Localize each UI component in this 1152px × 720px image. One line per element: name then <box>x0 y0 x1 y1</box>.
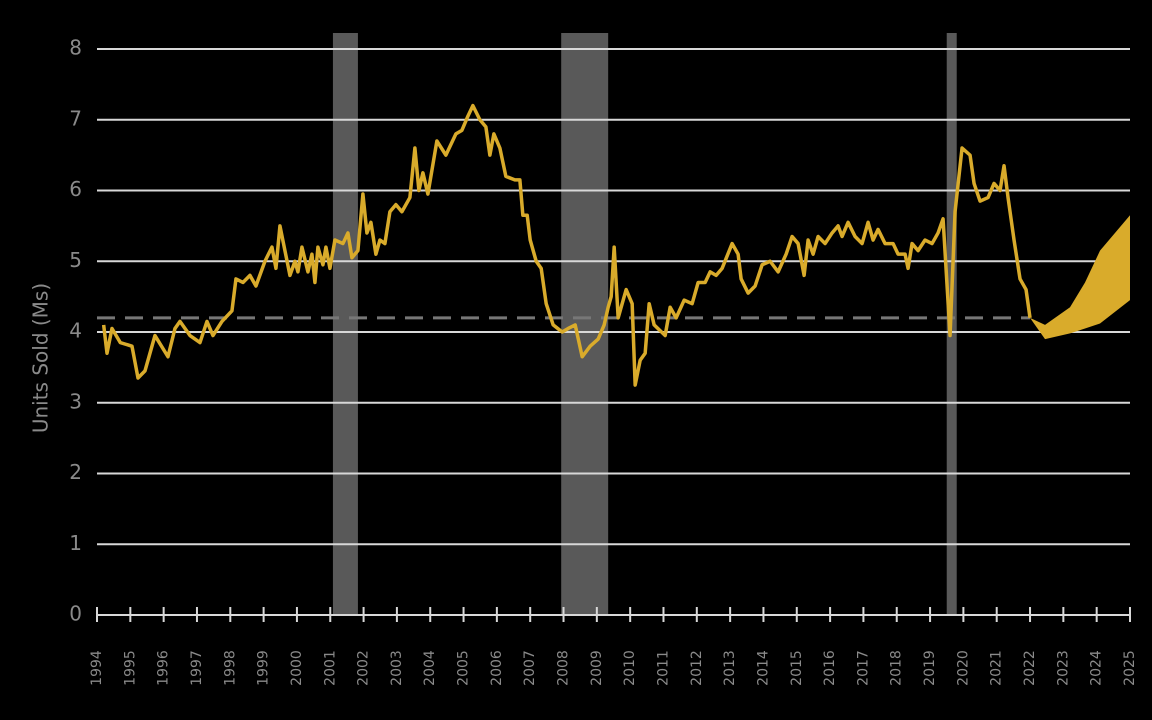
recession-band <box>561 33 609 615</box>
x-tick-label: 2002 <box>356 650 372 686</box>
x-tick-label: 2024 <box>1089 650 1105 686</box>
x-tick-label: 2015 <box>789 650 805 686</box>
x-tick-label: 2013 <box>722 650 738 686</box>
x-tick-label: 1997 <box>189 650 205 686</box>
x-tick-label: 2009 <box>589 650 605 686</box>
x-tick-label: 2017 <box>855 650 871 686</box>
x-tick-label: 2023 <box>1055 650 1071 686</box>
y-tick-label: 7 <box>69 106 82 130</box>
x-tick-label: 2003 <box>389 650 405 686</box>
y-tick-label: 4 <box>69 319 82 343</box>
x-tick-label: 2014 <box>755 650 771 686</box>
x-tick-label: 2020 <box>955 650 971 686</box>
x-tick-label: 2005 <box>456 650 472 686</box>
x-tick-label: 2025 <box>1122 650 1138 686</box>
x-tick-label: 2004 <box>422 650 438 686</box>
x-tick-label: 2001 <box>322 650 338 686</box>
y-axis-label: Units Sold (Ms) <box>29 283 53 433</box>
x-tick-label: 2016 <box>822 650 838 686</box>
recession-band <box>332 33 358 615</box>
x-tick-label: 1995 <box>122 650 138 686</box>
x-tick-label: 1998 <box>222 650 238 686</box>
x-tick-label: 1994 <box>89 650 105 686</box>
x-tick-label: 1999 <box>256 650 272 686</box>
x-tick-label: 2007 <box>522 650 538 686</box>
x-tick-label: 2010 <box>622 650 638 686</box>
x-tick-label: 2008 <box>556 650 572 686</box>
y-tick-label: 2 <box>69 460 82 484</box>
y-tick-label: 0 <box>69 602 82 626</box>
x-tick-label: 2022 <box>1022 650 1038 686</box>
x-tick-label: 2019 <box>922 650 938 686</box>
x-tick-label: 2011 <box>655 650 671 686</box>
x-tick-label: 2012 <box>689 650 705 686</box>
forecast-band <box>1030 215 1130 340</box>
y-tick-label: 5 <box>69 248 82 272</box>
y-tick-label: 8 <box>69 36 82 60</box>
line <box>101 103 1032 387</box>
y-tick-label: 6 <box>69 177 82 201</box>
x-tick-label: 2000 <box>289 650 305 686</box>
x-tick-label: 1996 <box>156 650 172 686</box>
y-tick-label: 3 <box>69 389 82 413</box>
y-tick-label: 1 <box>69 531 82 555</box>
x-tick-label: 2021 <box>989 650 1005 686</box>
x-tick-label: 2006 <box>489 650 505 686</box>
x-tick-label: 2018 <box>889 650 905 686</box>
